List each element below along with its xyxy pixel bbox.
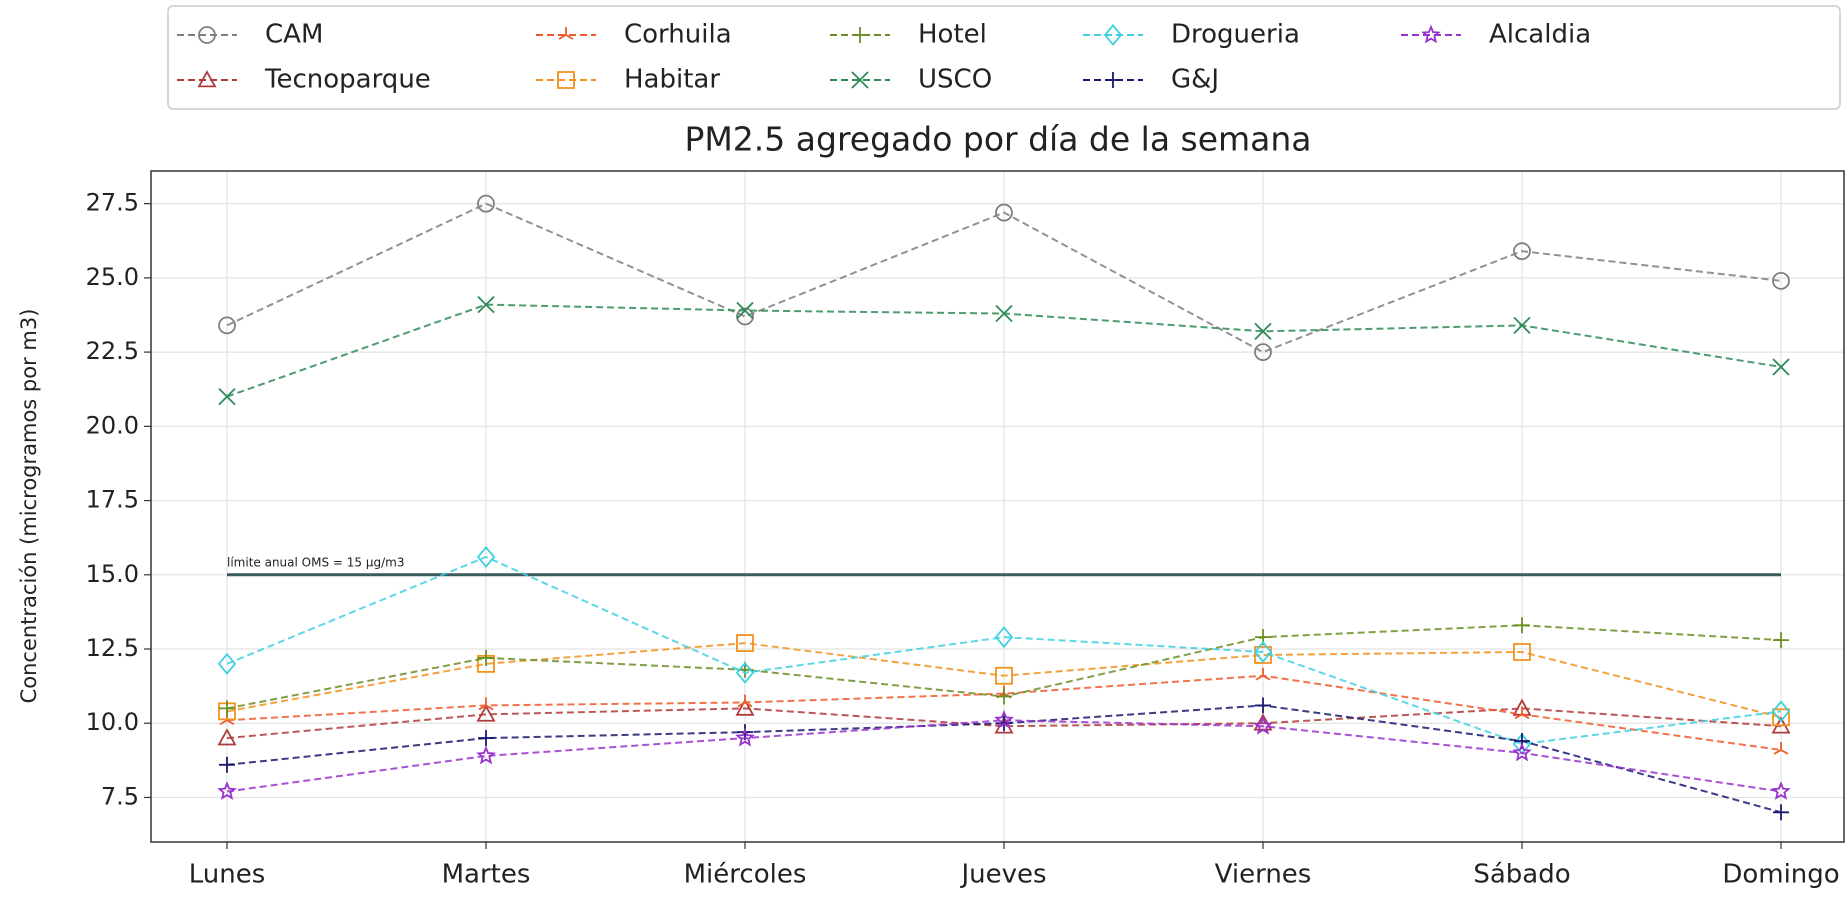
legend-marker bbox=[852, 27, 868, 43]
y-tick-label: 12.5 bbox=[86, 634, 139, 662]
data-point bbox=[1254, 322, 1272, 340]
data-point bbox=[737, 694, 753, 708]
data-point bbox=[1255, 667, 1271, 681]
data-point bbox=[735, 727, 755, 747]
data-point bbox=[1772, 708, 1790, 727]
data-point bbox=[478, 649, 494, 666]
data-point bbox=[995, 203, 1013, 222]
data-point bbox=[1513, 242, 1531, 261]
legend-label: Drogueria bbox=[1171, 20, 1300, 50]
data-point bbox=[1253, 640, 1273, 663]
data-point bbox=[217, 781, 237, 800]
legend-marker bbox=[197, 70, 217, 88]
data-point bbox=[218, 388, 236, 406]
plot-frame bbox=[150, 170, 1845, 843]
data-point bbox=[735, 661, 755, 684]
y-tick-label: 25.0 bbox=[86, 263, 139, 291]
data-point bbox=[736, 307, 754, 326]
data-point bbox=[476, 545, 496, 568]
data-point bbox=[994, 709, 1014, 729]
data-point bbox=[1255, 697, 1271, 714]
series-line bbox=[226, 719, 1782, 793]
series bbox=[217, 709, 1791, 800]
data-point bbox=[1513, 316, 1531, 335]
data-point bbox=[1253, 715, 1273, 735]
legend-marker bbox=[557, 71, 575, 89]
data-point bbox=[1514, 706, 1530, 720]
y-tick-label: 27.5 bbox=[86, 189, 139, 217]
series-line bbox=[226, 202, 1782, 354]
data-point bbox=[217, 652, 237, 675]
data-point bbox=[217, 728, 237, 746]
legend-label: G&J bbox=[1171, 65, 1219, 95]
reference-label: límite anual OMS = 15 µg/m3 bbox=[227, 555, 404, 569]
data-point bbox=[1514, 617, 1530, 634]
series bbox=[218, 295, 1790, 406]
data-point bbox=[218, 316, 236, 335]
data-point bbox=[219, 756, 235, 773]
data-point bbox=[1772, 271, 1790, 290]
legend-label: CAM bbox=[265, 20, 323, 50]
y-tick-label: 22.5 bbox=[86, 337, 139, 365]
series bbox=[218, 194, 1790, 362]
x-tick-label: Domingo bbox=[1722, 860, 1839, 890]
data-point bbox=[996, 688, 1012, 705]
x-tick-label: Lunes bbox=[189, 860, 266, 890]
y-tick-label: 10.0 bbox=[86, 708, 139, 736]
chart-title: PM2.5 agregado por día de la semana bbox=[684, 120, 1311, 159]
data-point bbox=[736, 301, 754, 320]
data-point bbox=[995, 666, 1013, 685]
data-point bbox=[478, 730, 494, 747]
y-tick-label: 20.0 bbox=[86, 411, 139, 439]
y-axis-label: Concentración (microgramos por m3) bbox=[17, 309, 41, 704]
data-point bbox=[994, 626, 1014, 649]
x-tick-label: Sábado bbox=[1473, 860, 1570, 890]
data-point bbox=[476, 704, 496, 722]
x-tick-label: Miércoles bbox=[684, 860, 807, 890]
y-tick-label: 7.5 bbox=[101, 782, 139, 810]
data-point bbox=[1773, 632, 1789, 649]
data-point bbox=[995, 304, 1013, 323]
legend-label: Alcaldia bbox=[1489, 20, 1591, 50]
data-point bbox=[1773, 804, 1789, 821]
legend-marker bbox=[1105, 72, 1121, 88]
data-point bbox=[1771, 781, 1791, 800]
legend-label: Corhuila bbox=[624, 20, 732, 50]
x-tick-label: Viernes bbox=[1215, 860, 1312, 890]
y-tick-label: 15.0 bbox=[86, 560, 139, 588]
data-point bbox=[477, 194, 495, 213]
data-point bbox=[1771, 700, 1791, 723]
legend-marker bbox=[198, 26, 216, 44]
data-point bbox=[1254, 343, 1272, 362]
legend-marker bbox=[1421, 24, 1441, 44]
data-point bbox=[478, 697, 494, 711]
data-point bbox=[1772, 358, 1790, 376]
data-point bbox=[477, 295, 495, 314]
data-point bbox=[476, 745, 496, 765]
data-point bbox=[1513, 643, 1531, 661]
legend-label: Tecnoparque bbox=[264, 65, 431, 95]
legend-marker bbox=[1103, 23, 1123, 47]
data-point bbox=[1773, 741, 1789, 755]
legend-marker bbox=[851, 71, 869, 89]
data-point bbox=[736, 634, 754, 652]
legend-marker bbox=[558, 27, 574, 40]
legend-label: USCO bbox=[918, 65, 992, 95]
x-tick-label: Jueves bbox=[959, 860, 1046, 890]
x-tick-label: Martes bbox=[442, 860, 531, 890]
y-tick-label: 17.5 bbox=[86, 486, 139, 514]
data-point bbox=[1512, 742, 1532, 762]
legend-label: Hotel bbox=[918, 20, 987, 50]
legend-label: Habitar bbox=[624, 65, 720, 95]
series-line bbox=[226, 642, 1782, 719]
data-point bbox=[735, 698, 755, 716]
data-point bbox=[219, 700, 235, 717]
series bbox=[218, 634, 1790, 727]
